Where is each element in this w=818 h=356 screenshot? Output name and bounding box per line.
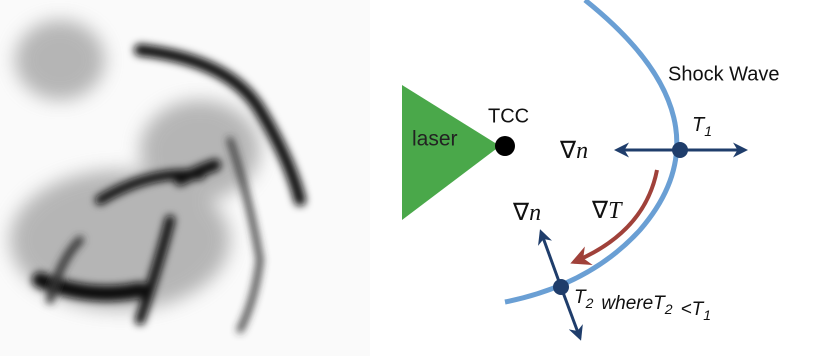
nabla: ∇ [512, 200, 530, 226]
t1-label: T1 [692, 114, 712, 138]
gradient-label: ∇n [559, 138, 588, 164]
subscript: 2 [664, 301, 673, 317]
arrow [541, 232, 561, 287]
laser-beam [402, 85, 500, 220]
figure: Shock Wave laser TCC ∇n∇n∇TT1T2whereT2<T… [0, 0, 818, 356]
subscript: 2 [585, 295, 594, 311]
shadowgraph-image [0, 0, 370, 356]
nabla: ∇ [591, 198, 609, 224]
shock-wave-label: Shock Wave [668, 63, 780, 85]
variable: n [576, 138, 588, 164]
variable: T [608, 198, 623, 224]
subscript: 1 [703, 307, 711, 323]
gradient-label: ∇n [512, 200, 541, 226]
subscript: 1 [704, 123, 712, 139]
nabla: ∇ [559, 138, 577, 164]
relation-word: where [601, 293, 653, 314]
node [553, 279, 569, 295]
gradient-label: ∇T [591, 198, 623, 224]
variable: n [529, 200, 541, 226]
tcc-point [495, 136, 515, 156]
relation-word: < [681, 299, 692, 320]
node [672, 142, 688, 158]
tcc-label: TCC [488, 105, 529, 127]
laser-label: laser [412, 128, 458, 151]
